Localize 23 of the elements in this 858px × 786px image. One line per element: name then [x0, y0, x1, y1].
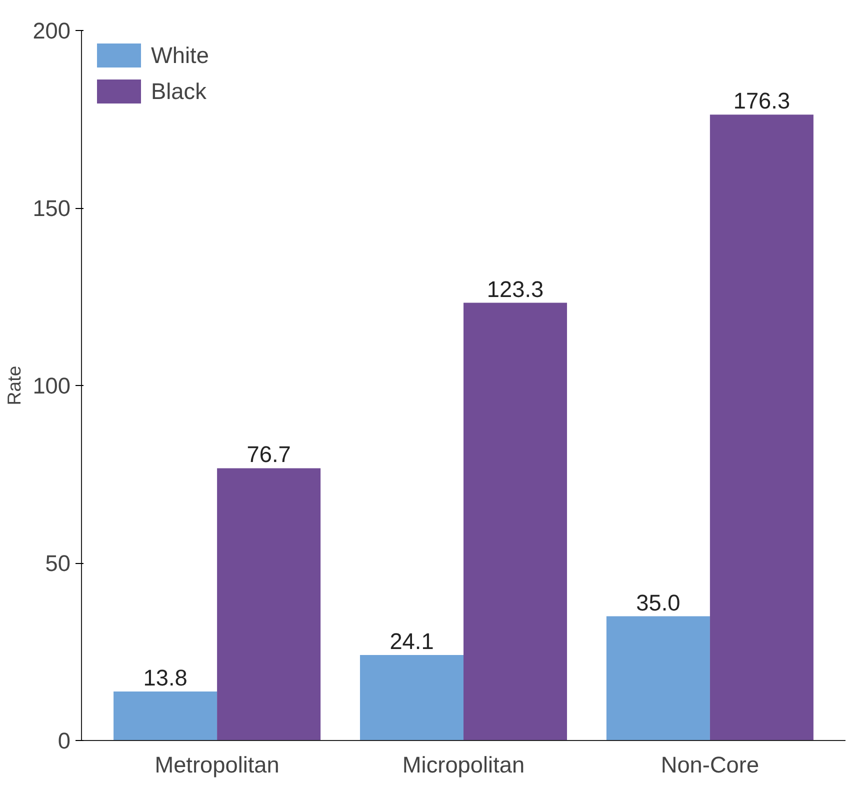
bar	[360, 654, 464, 740]
bar	[114, 692, 218, 740]
legend-label: White	[151, 42, 209, 68]
y-tick-label: 200	[32, 18, 71, 44]
data-label: 24.1	[390, 628, 434, 654]
bar	[217, 468, 321, 740]
data-label: 176.3	[733, 88, 790, 114]
data-label: 76.7	[246, 441, 291, 468]
x-tick-label: Micropolitan	[402, 752, 525, 778]
legend-label: Black	[151, 78, 206, 104]
y-tick-label: 150	[32, 195, 71, 221]
bar	[606, 616, 710, 740]
x-tick-label: Non-Core	[660, 752, 760, 778]
y-tick-label: 0	[58, 728, 71, 754]
y-axis-title: Rate	[4, 366, 25, 406]
data-label: 123.3	[486, 276, 544, 302]
data-label: 35.0	[636, 589, 680, 616]
bar	[710, 114, 814, 740]
data-label: 13.8	[143, 664, 188, 691]
bar	[464, 302, 568, 740]
y-tick-label: 50	[45, 550, 70, 576]
x-tick-label: Metropolitan	[154, 752, 280, 778]
y-tick-label: 100	[32, 372, 71, 398]
